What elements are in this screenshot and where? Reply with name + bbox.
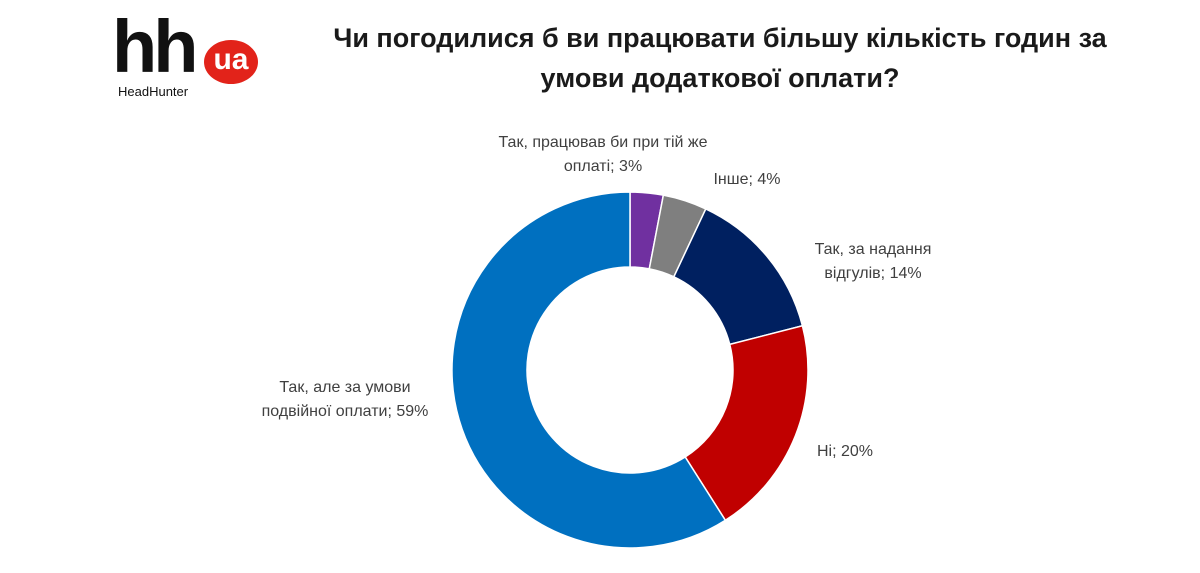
logo-brand: HeadHunter xyxy=(118,84,189,99)
logo-badge: ua xyxy=(204,40,258,84)
logo-text: hh xyxy=(112,5,198,88)
data-label: Інше; 4% xyxy=(713,171,781,188)
data-label: Так, але за умови подвійної оплати; 59% xyxy=(261,379,429,420)
donut-slice xyxy=(451,191,727,549)
data-label: Ні; 20% xyxy=(816,443,874,460)
data-label: Так, за надання відгулів; 14% xyxy=(814,241,932,282)
donut-slice xyxy=(684,324,809,522)
data-label: Так, працював би при тій же оплаті; 3% xyxy=(498,134,708,175)
chart-title: Чи погодилися б ви працювати більшу кіль… xyxy=(333,23,1107,93)
